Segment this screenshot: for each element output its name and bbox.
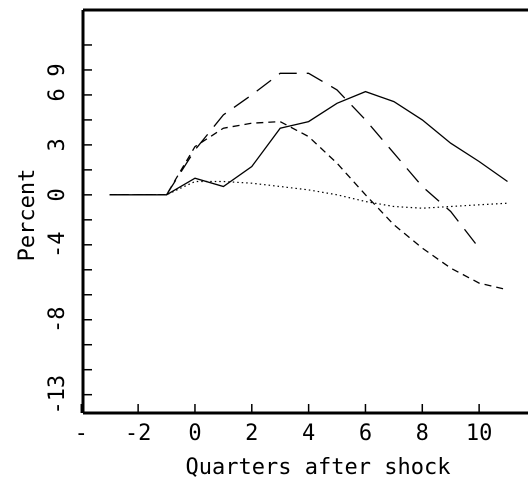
y-axis-label: Percent <box>15 169 40 262</box>
x-axis-label: Quarters after shock <box>186 455 451 480</box>
series-line <box>109 180 508 209</box>
y-tick-label: -8 <box>45 306 70 333</box>
series-line <box>109 72 480 249</box>
y-tick-label: 6 <box>45 88 70 101</box>
plot-area <box>109 72 508 291</box>
x-tick-label: 8 <box>416 421 429 446</box>
x-tick-label: 4 <box>302 421 315 446</box>
x-tick-label: - <box>75 421 88 446</box>
y-tick-label: -4 <box>45 232 70 259</box>
x-tick-label: 0 <box>188 421 201 446</box>
y-tick-label: 9 <box>45 63 70 76</box>
series-line <box>109 90 508 196</box>
y-tick-label: 0 <box>45 188 70 201</box>
series-line <box>109 120 508 291</box>
y-tick-label: 3 <box>45 138 70 151</box>
y-tick-label: -13 <box>45 375 70 415</box>
x-tick-label: 2 <box>245 421 258 446</box>
x-tick-label: -2 <box>125 421 152 446</box>
x-tick-label: 10 <box>466 421 493 446</box>
x-tick-label: 6 <box>359 421 372 446</box>
